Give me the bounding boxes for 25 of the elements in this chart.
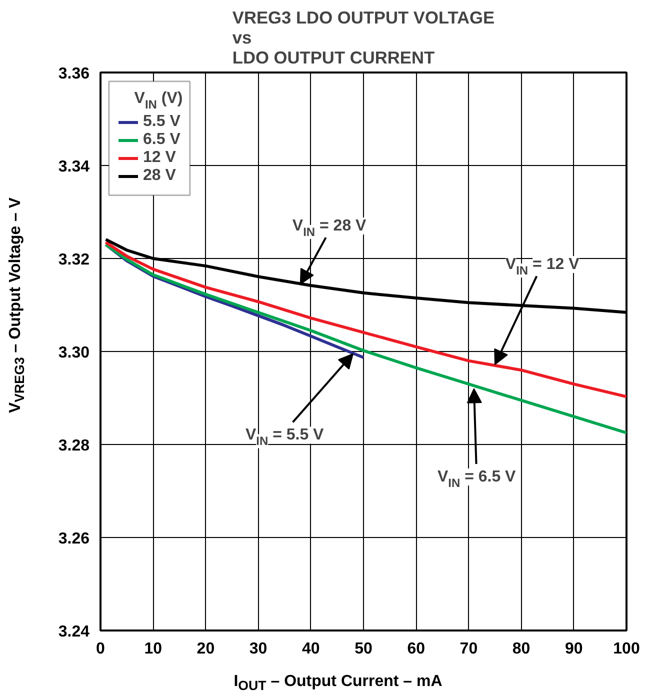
legend-label: 12 V <box>143 149 176 167</box>
x-axis-title: I$_{OUT}$ – Output Current – mA <box>232 672 444 694</box>
x-tick-label: 20 <box>196 640 215 658</box>
x-tick-label: 30 <box>249 640 268 658</box>
legend-label: 28 V <box>143 167 176 185</box>
legend-label: 6.5 V <box>143 131 180 149</box>
y-tick-label: 3.30 <box>58 344 90 362</box>
x-tick-label: 100 <box>613 640 640 658</box>
y-tick-label: 3.34 <box>58 158 90 176</box>
x-tick-label: 0 <box>96 640 106 658</box>
x-tick-label: 40 <box>302 640 320 658</box>
y-tick-label: 3.32 <box>58 252 90 268</box>
chart-title: VREG3 LDO OUTPUT VOLTAGE vs LDO OUTPUT CURRENT <box>232 8 495 68</box>
y-tick-label: 3.26 <box>58 530 90 548</box>
x-tick-label: 80 <box>512 640 530 658</box>
x-tick-label: 60 <box>407 640 426 658</box>
line-series <box>104 240 626 398</box>
x-tick-label: 90 <box>565 640 583 658</box>
x-tick-label: 50 <box>354 640 372 658</box>
y-tick-label: 3.24 <box>58 624 90 640</box>
x-tick-label: 70 <box>460 640 478 658</box>
x-tick-label: 10 <box>144 640 162 658</box>
y-tick-label: 3.36 <box>58 66 90 82</box>
legend-label: 5.5 V <box>143 113 180 131</box>
y-tick-label: 3.28 <box>58 438 90 454</box>
